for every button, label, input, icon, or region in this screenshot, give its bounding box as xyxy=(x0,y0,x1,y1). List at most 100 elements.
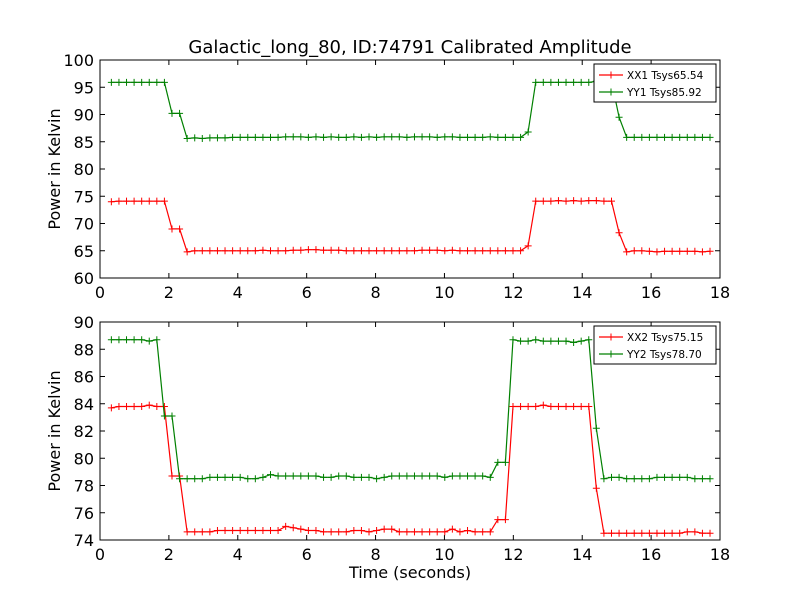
data-point xyxy=(592,424,600,432)
data-point xyxy=(441,528,449,536)
data-point xyxy=(683,247,691,255)
data-point xyxy=(153,402,161,410)
data-point xyxy=(494,247,502,255)
data-point xyxy=(418,133,426,141)
data-point xyxy=(138,402,146,410)
data-point xyxy=(501,247,509,255)
x-tick-label: 8 xyxy=(370,545,380,564)
data-point xyxy=(229,247,237,255)
data-point xyxy=(304,472,312,480)
data-point xyxy=(236,247,244,255)
data-point xyxy=(335,246,343,254)
data-point xyxy=(509,336,517,344)
data-point xyxy=(486,247,494,255)
data-point xyxy=(357,133,365,141)
y-axis-label: Power in Kelvin xyxy=(45,108,64,229)
y-tick-label: 88 xyxy=(74,340,94,359)
y-tick-label: 82 xyxy=(74,422,94,441)
data-point xyxy=(517,133,525,141)
data-point xyxy=(365,528,373,536)
data-point xyxy=(342,472,350,480)
data-point xyxy=(418,472,426,480)
data-point xyxy=(168,472,176,480)
data-point xyxy=(373,133,381,141)
data-point xyxy=(304,133,312,141)
legend-label: XX1 Tsys65.54 xyxy=(627,70,704,82)
data-point xyxy=(350,526,358,534)
x-tick-label: 0 xyxy=(95,545,105,564)
data-point xyxy=(213,526,221,534)
data-point xyxy=(138,197,146,205)
legend-label: XX2 Tsys75.15 xyxy=(627,332,703,344)
data-point xyxy=(289,524,297,532)
data-point xyxy=(107,336,115,344)
data-point xyxy=(433,528,441,536)
data-point xyxy=(236,473,244,481)
data-point xyxy=(304,526,312,534)
data-point xyxy=(410,247,418,255)
data-point xyxy=(320,246,328,254)
data-point xyxy=(115,402,123,410)
bottom-panel: 0 2 4 6 8 10 12 14 16 18 74 76 78 80 82 84 86 88 90 Power i… xyxy=(45,313,730,582)
x-tick-label: 16 xyxy=(641,283,661,302)
data-point xyxy=(448,246,456,254)
data-point xyxy=(297,525,305,533)
data-point xyxy=(191,475,199,483)
data-point xyxy=(585,78,593,86)
data-point xyxy=(562,197,570,205)
data-point xyxy=(706,529,714,537)
data-point xyxy=(244,475,252,483)
data-point xyxy=(592,484,600,492)
legend-marker xyxy=(607,71,615,79)
data-point xyxy=(221,247,229,255)
data-point xyxy=(456,528,464,536)
x-tick-label: 12 xyxy=(503,283,523,302)
data-point xyxy=(357,247,365,255)
data-point xyxy=(630,529,638,537)
data-point xyxy=(176,225,184,233)
data-point xyxy=(221,526,229,534)
data-point xyxy=(691,133,699,141)
data-point xyxy=(373,475,381,483)
data-point xyxy=(486,528,494,536)
data-point xyxy=(267,471,274,479)
data-point xyxy=(539,337,547,345)
data-point xyxy=(524,128,532,136)
data-point xyxy=(706,133,714,141)
data-point xyxy=(176,475,184,483)
data-point xyxy=(183,248,191,256)
data-point xyxy=(532,78,540,86)
data-point xyxy=(592,197,600,205)
data-point xyxy=(638,247,646,255)
data-point xyxy=(668,247,676,255)
data-point xyxy=(661,473,669,481)
data-point xyxy=(524,242,532,250)
data-point xyxy=(486,133,494,141)
legend-label: YY1 Tsys85.92 xyxy=(626,87,702,99)
y-tick-label: 80 xyxy=(74,449,94,468)
data-point xyxy=(585,336,593,344)
data-point xyxy=(130,197,138,205)
data-point xyxy=(638,475,646,483)
data-point xyxy=(698,248,706,256)
data-point xyxy=(198,247,206,255)
data-point xyxy=(350,133,358,141)
x-tick-label: 12 xyxy=(503,545,523,564)
data-point xyxy=(661,247,669,255)
data-point xyxy=(638,133,646,141)
data-point xyxy=(357,473,365,481)
x-tick-label: 16 xyxy=(641,545,661,564)
data-point xyxy=(229,133,237,141)
data-point xyxy=(608,197,615,205)
legend-marker xyxy=(607,350,615,358)
data-point xyxy=(153,336,161,344)
data-point xyxy=(380,247,388,255)
y-tick-label: 65 xyxy=(74,242,94,261)
data-point xyxy=(623,475,631,483)
data-point xyxy=(168,109,176,117)
data-point xyxy=(448,525,456,533)
data-point xyxy=(251,526,259,534)
data-point xyxy=(115,336,123,344)
data-point xyxy=(365,473,373,481)
data-point xyxy=(479,247,487,255)
